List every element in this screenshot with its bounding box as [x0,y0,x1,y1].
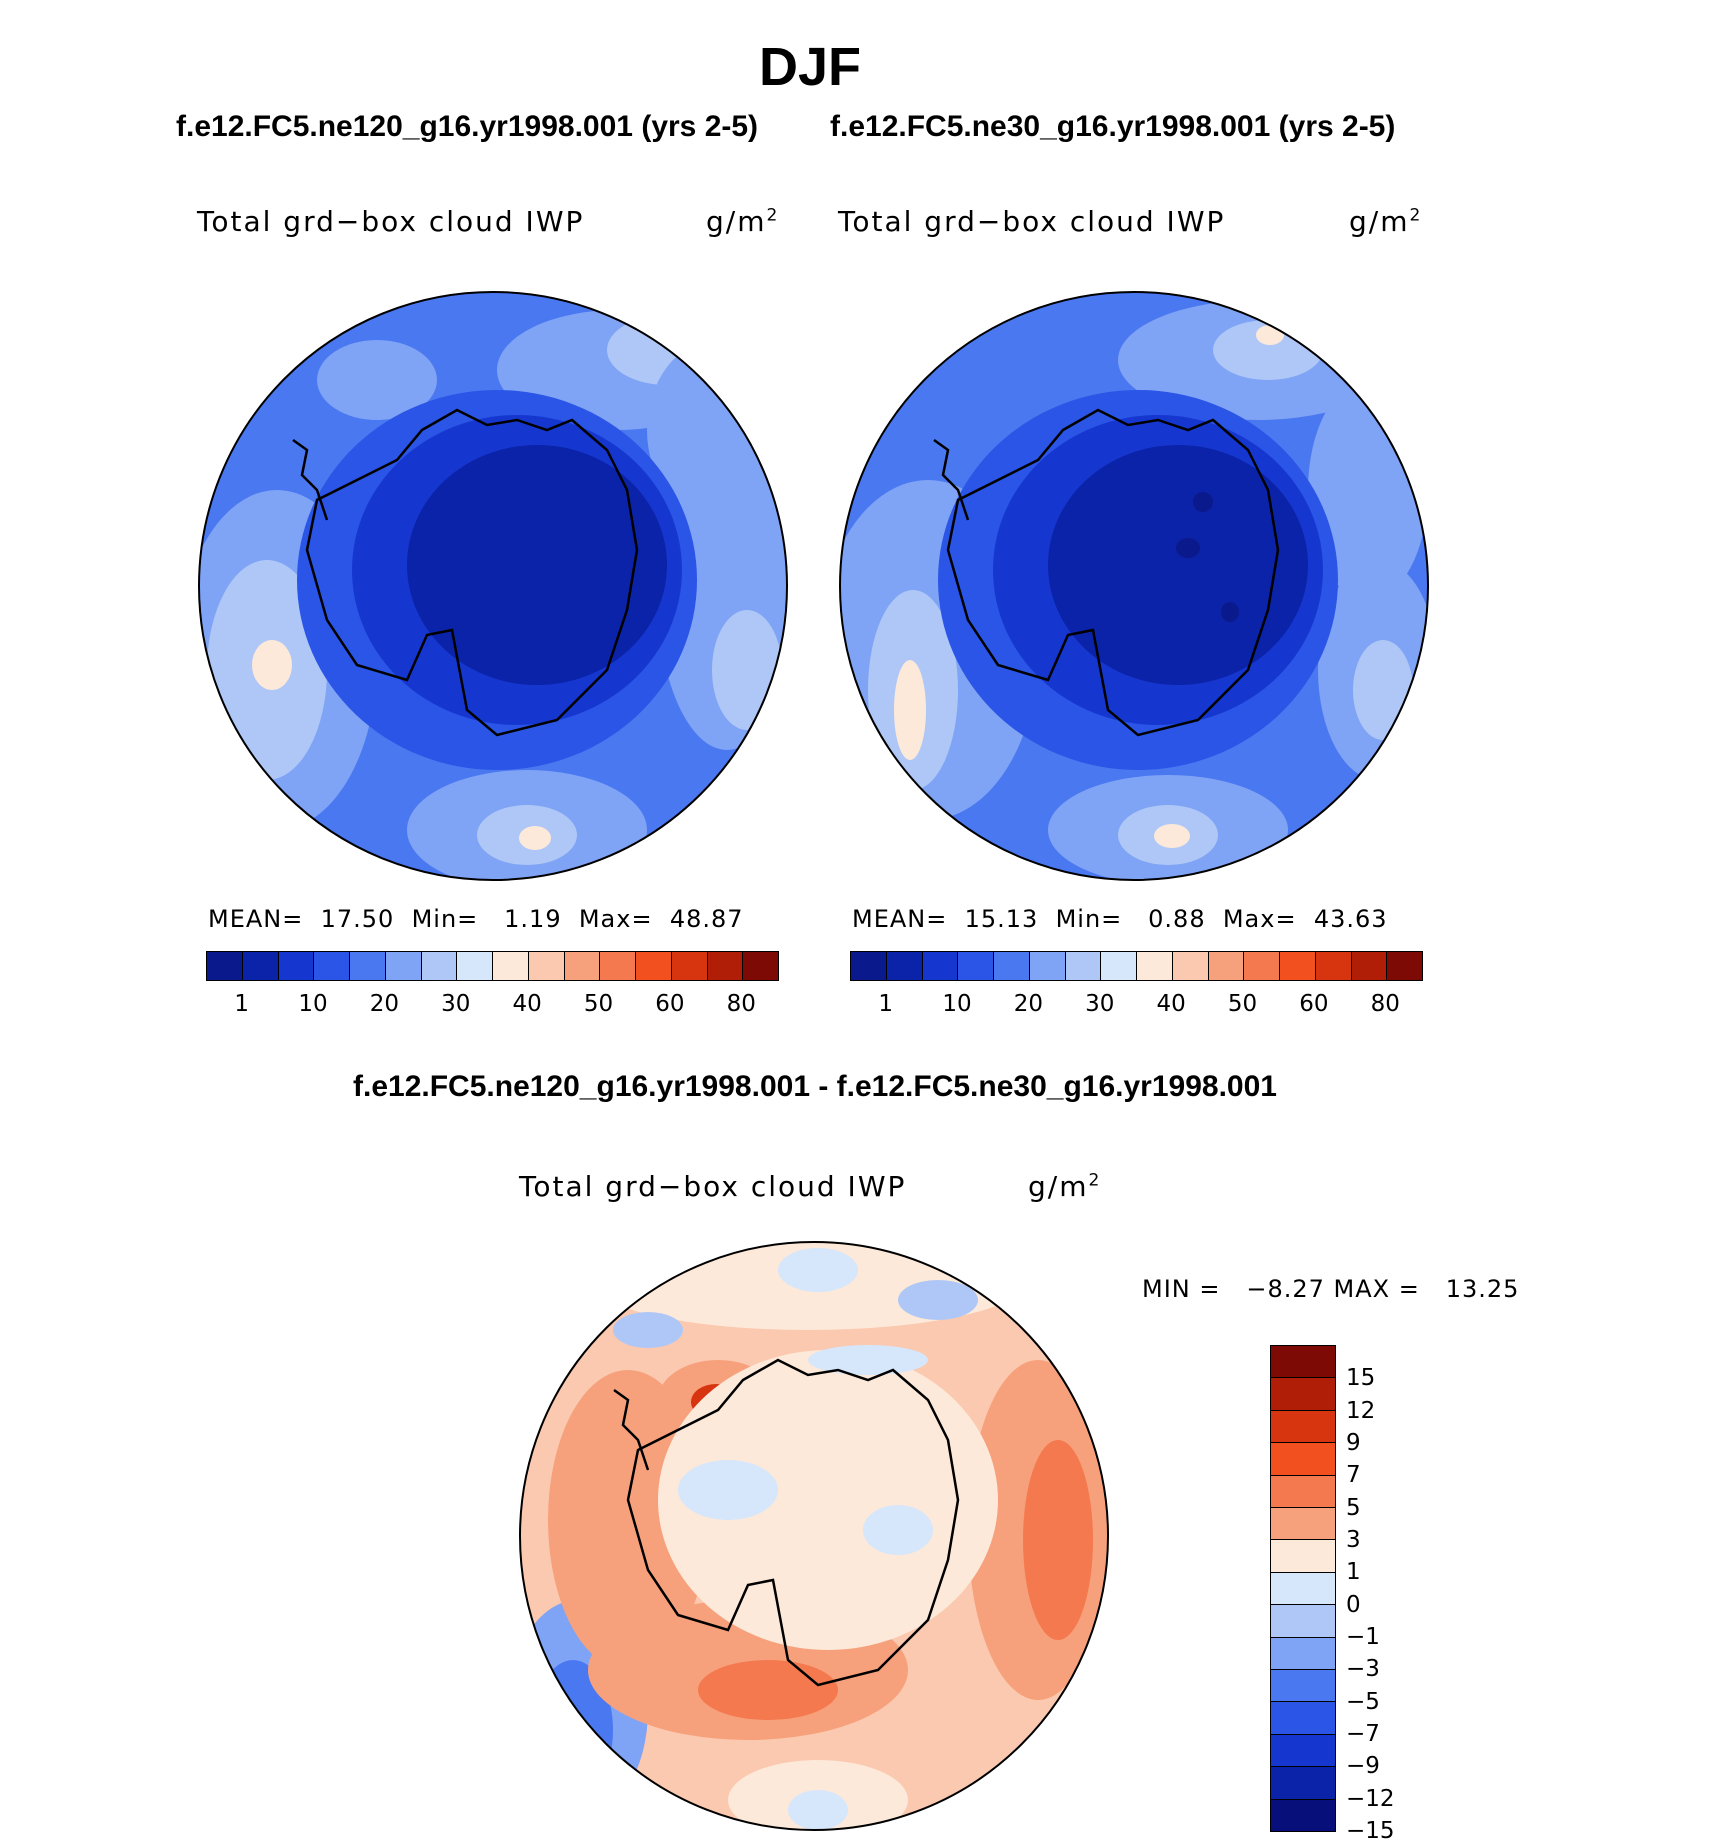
colorbar-swatch [1387,952,1422,980]
colorbar-tick-label: −3 [1346,1656,1380,1683]
colorbar-tick-label: 50 [1227,991,1258,1017]
diff-stats: MIN = −8.27 MAX = 13.25 [1142,1275,1520,1303]
diff-variable-label: Total grd−box cloud IWP [519,1170,907,1203]
colorbar-swatch [1101,952,1137,980]
colorbar-tick-label: −7 [1346,1721,1380,1747]
colorbar-swatch [564,952,601,980]
colorbar-swatch [1271,1508,1335,1541]
diff-units-label: g/m2 [1028,1170,1102,1203]
colorbar-swatch [1244,952,1280,980]
colorbar-swatch [1271,1637,1335,1671]
colorbar-swatch [1271,1378,1335,1411]
colorbar-swatch [1271,1799,1335,1832]
colorbar-tick-label: 10 [942,991,972,1017]
season-title: DJF [758,37,861,97]
difference-title: f.e12.FC5.ne120_g16.yr1998.001 - f.e12.F… [353,1070,1277,1103]
colorbar-swatch [421,952,458,980]
left-polar-map [198,291,788,881]
left-colorbar-ticks: 1 10 20 30 40 50 60 80 [206,991,777,1021]
colorbar-tick-label: −9 [1346,1753,1380,1780]
colorbar-swatch [1271,1572,1335,1606]
colorbar-swatch [1271,1702,1335,1735]
colorbar-tick-label: 3 [1346,1527,1361,1553]
colorbar-tick-label: 5 [1346,1494,1361,1521]
right-colorbar-ticks: 1 10 20 30 40 50 60 80 [850,991,1421,1021]
difference-polar-map [519,1241,1109,1831]
colorbar-tick-label: 0 [1346,1591,1361,1618]
colorbar-swatch [1029,952,1066,980]
colorbar-tick-label: 30 [1085,991,1115,1017]
left-case-title: f.e12.FC5.ne120_g16.yr1998.001 (yrs 2-5) [176,110,759,143]
colorbar-tick-label: 7 [1346,1462,1361,1489]
left-units-label: g/m2 [706,205,780,238]
colorbar-tick-label: 1 [234,991,250,1017]
colorbar-swatch [958,952,994,980]
colorbar-swatch [350,952,386,980]
colorbar-tick-label: −1 [1346,1624,1380,1650]
colorbar-swatch [278,952,315,980]
left-stats: MEAN= 17.50 Min= 1.19 Max= 48.87 [208,905,744,933]
colorbar-tick-label: 1 [878,991,894,1017]
colorbar-swatch [1351,952,1388,980]
colorbar-swatch [528,952,565,980]
colorbar-swatch [1137,952,1173,980]
colorbar-tick-label: 1 [1346,1559,1361,1586]
right-variable-label: Total grd−box cloud IWP [838,205,1226,238]
colorbar-swatch [600,952,636,980]
colorbar-swatch [1271,1605,1335,1638]
colorbar-tick-label: 15 [1346,1365,1376,1392]
colorbar-swatch [1271,1670,1335,1703]
right-stats: MEAN= 15.13 Min= 0.88 Max= 43.63 [852,905,1388,933]
colorbar-swatch [671,952,708,980]
colorbar-tick-label: 10 [298,991,328,1017]
colorbar-tick-label: 60 [1299,991,1329,1017]
colorbar-tick-label: 20 [369,991,400,1017]
colorbar-swatch [385,952,422,980]
colorbar-tick-label: −5 [1346,1688,1380,1715]
colorbar-tick-label: 30 [441,991,471,1017]
colorbar-tick-label: −12 [1346,1785,1395,1812]
right-case-title: f.e12.FC5.ne30_g16.yr1998.001 (yrs 2-5) [830,110,1396,143]
colorbar-swatch [207,952,243,980]
difference-colorbar [1270,1345,1336,1832]
colorbar-swatch [1280,952,1316,980]
colorbar-tick-label: 60 [655,991,685,1017]
right-units-label: g/m2 [1349,205,1423,238]
colorbar-swatch [1172,952,1209,980]
colorbar-swatch [707,952,744,980]
colorbar-swatch [1271,1443,1335,1476]
colorbar-tick-label: 12 [1346,1397,1376,1424]
colorbar-swatch [1065,952,1102,980]
colorbar-swatch [886,952,923,980]
colorbar-swatch [1208,952,1245,980]
colorbar-swatch [1315,952,1352,980]
colorbar-tick-label: −15 [1346,1818,1395,1844]
colorbar-swatch [743,952,778,980]
colorbar-tick-label: 50 [583,991,614,1017]
colorbar-swatch [1271,1475,1335,1509]
left-variable-label: Total grd−box cloud IWP [197,205,585,238]
colorbar-swatch [493,952,529,980]
colorbar-swatch [636,952,672,980]
colorbar-swatch [457,952,493,980]
colorbar-swatch [1271,1734,1335,1768]
colorbar-tick-label: 80 [726,991,756,1017]
colorbar-tick-label: 9 [1346,1430,1361,1456]
colorbar-swatch [851,952,887,980]
colorbar-swatch [994,952,1030,980]
colorbar-tick-label: 40 [1156,991,1186,1017]
colorbar-tick-label: 20 [1013,991,1044,1017]
colorbar-tick-label: 40 [512,991,542,1017]
colorbar-swatch [1271,1346,1335,1379]
colorbar-swatch [242,952,279,980]
left-colorbar [206,951,779,981]
right-polar-map [839,291,1429,881]
colorbar-swatch [1271,1540,1335,1573]
colorbar-swatch [1271,1410,1335,1444]
colorbar-swatch [922,952,959,980]
right-colorbar [850,951,1423,981]
colorbar-tick-label: 80 [1370,991,1400,1017]
colorbar-swatch [1271,1767,1335,1800]
colorbar-swatch [314,952,350,980]
